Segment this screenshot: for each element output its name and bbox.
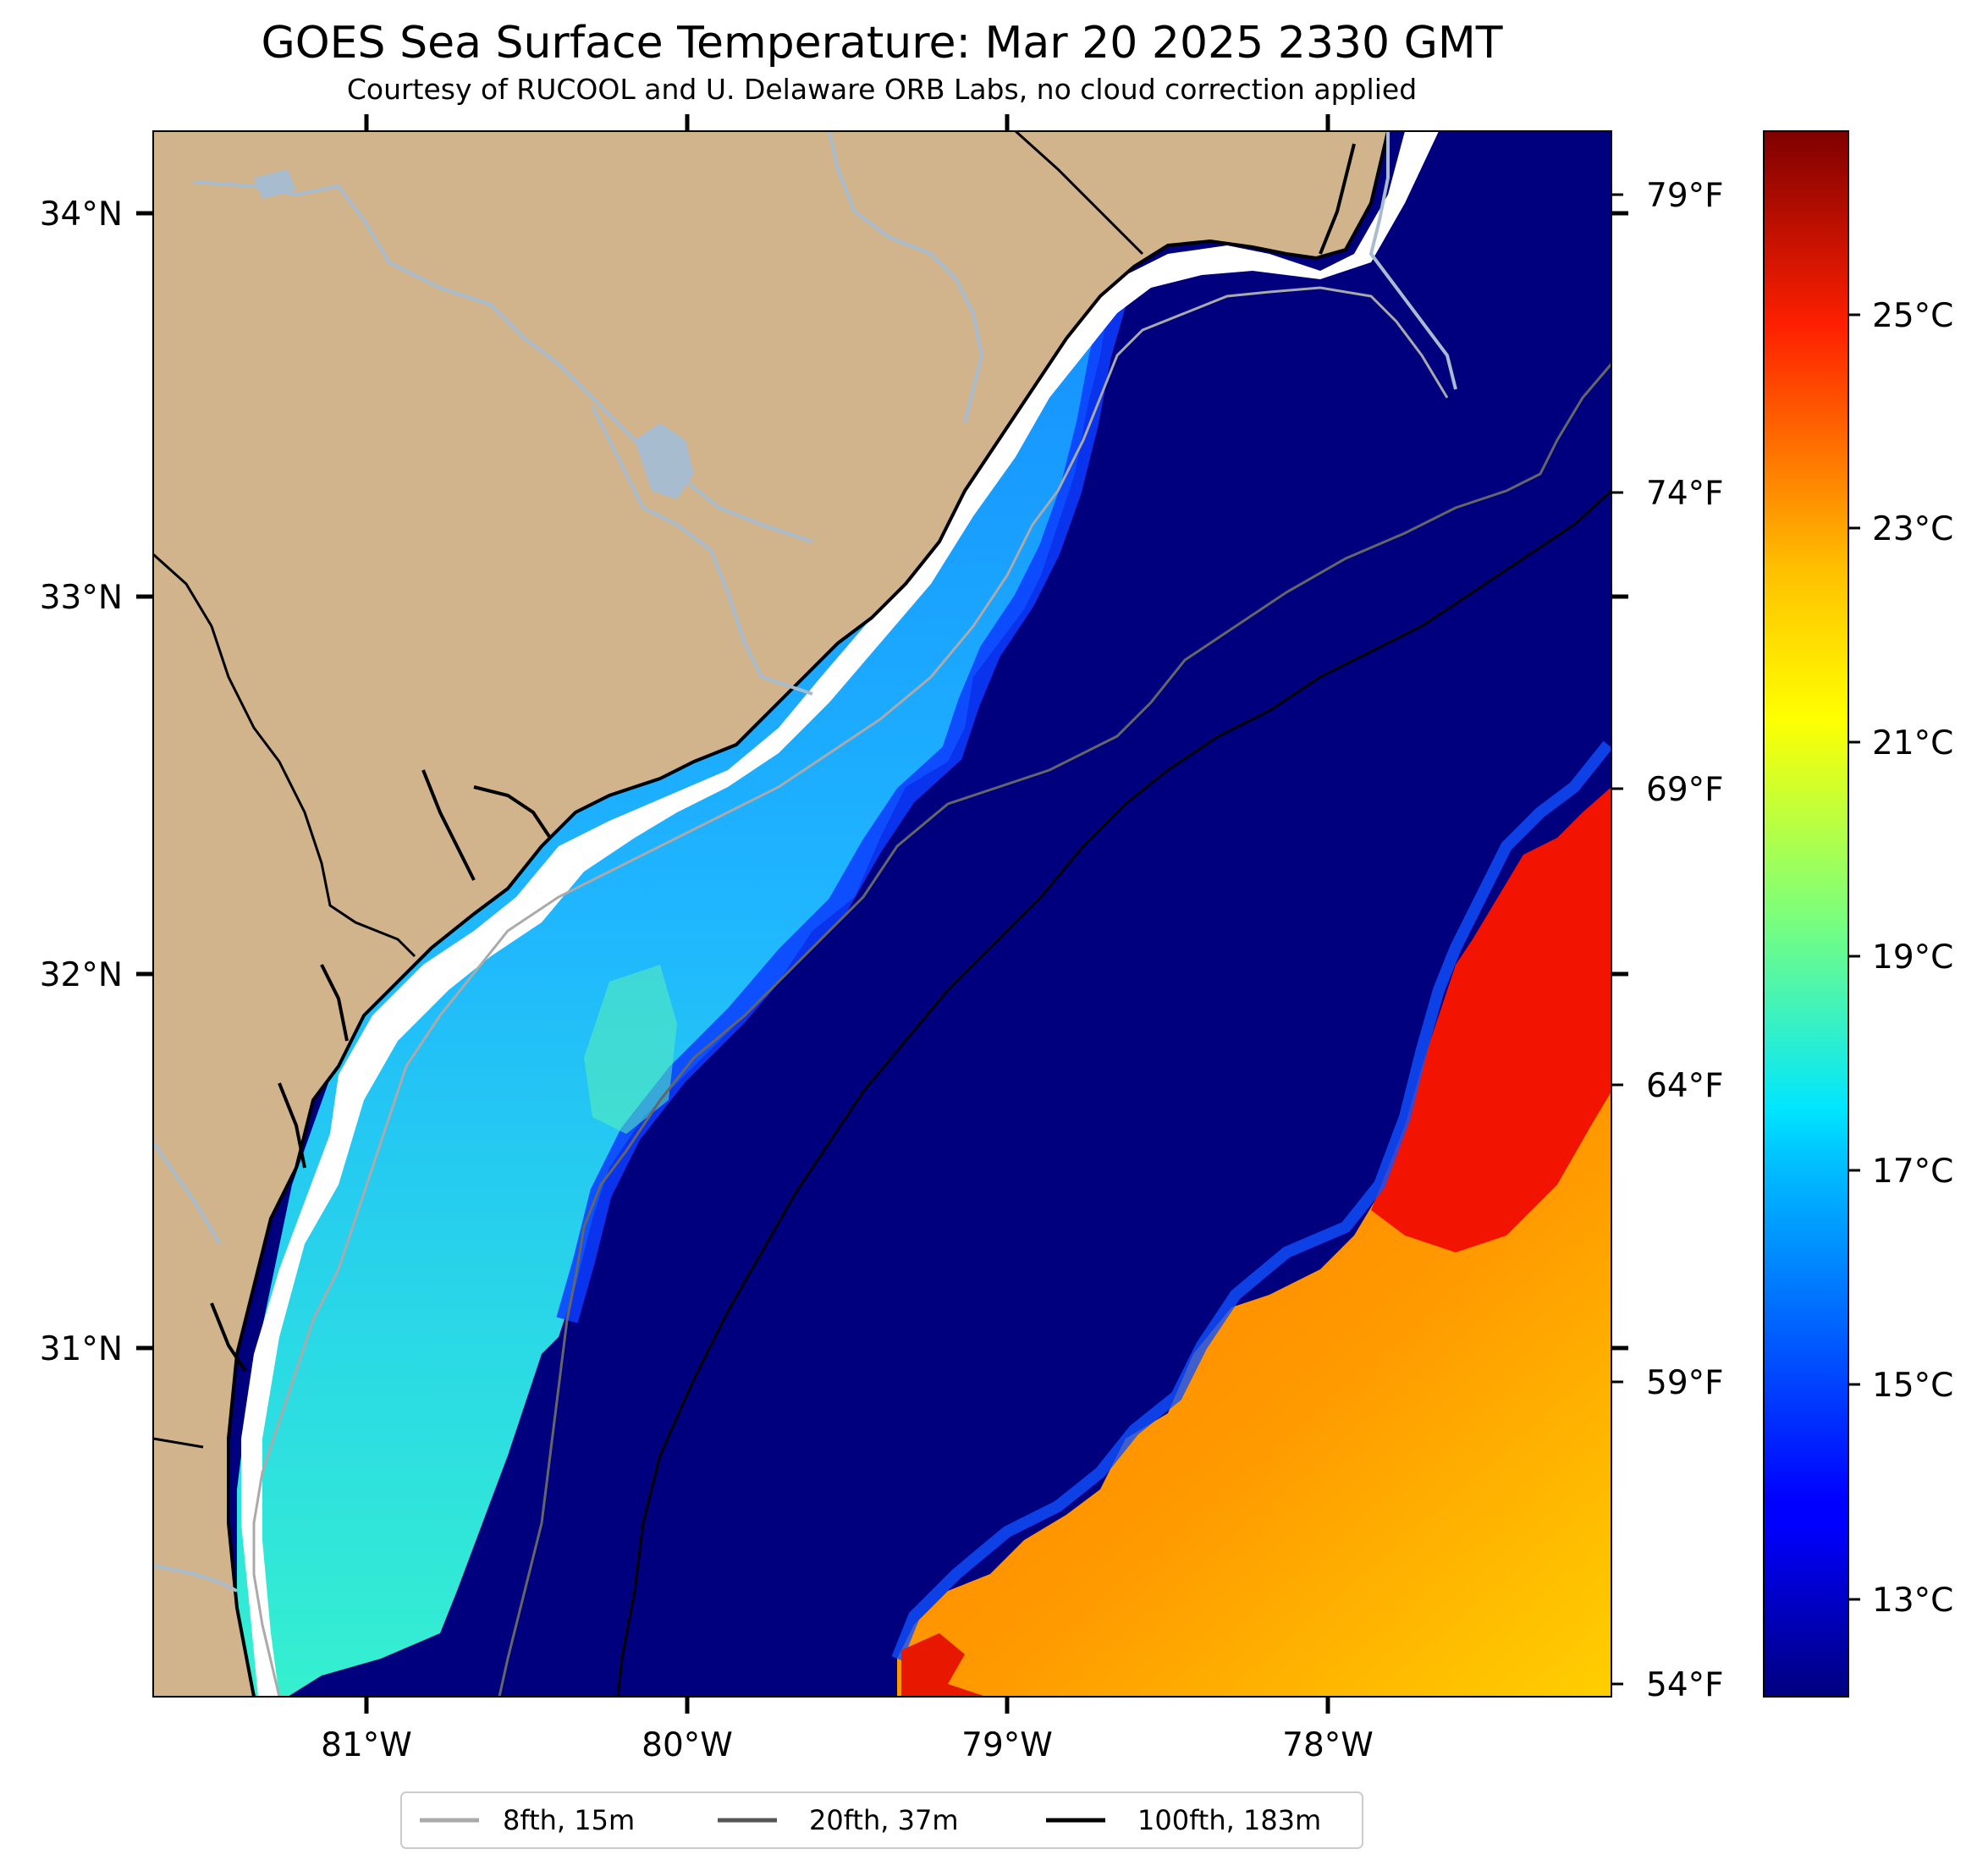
lat-tick-label: 34°N [40,195,123,234]
latitude-ticks [136,211,1628,1351]
colorbar-tick-label: 23°C [1872,510,1953,548]
gulf-stream-edge [891,740,1611,1661]
lat-tick-label: 32°N [40,956,123,994]
gulf-stream-core [1371,787,1611,1252]
coastline [227,131,1390,1697]
reservoir-north [254,169,296,199]
lat-tick-label: 33°N [40,579,123,617]
fahrenheit-tick-label: 79°F [1646,177,1724,215]
map-title: GOES Sea Surface Temperature: Mar 20 202… [261,18,1502,69]
state-boundaries [153,131,1144,1449]
longitude-ticks [364,114,1330,1714]
legend-label-100fth: 100fth, 183m [1137,1804,1321,1836]
colorbar-tick-label: 21°C [1872,724,1953,762]
isobath-100fth [616,489,1611,1697]
lon-tick-label: 78°W [1282,1726,1374,1764]
fahrenheit-tick-label: 64°F [1646,1067,1724,1105]
colorbar-tick-label: 13°C [1872,1582,1953,1620]
lon-tick-label: 79°W [961,1726,1053,1764]
rivers [153,131,1457,1593]
colorbar-tick-label: 15°C [1872,1367,1953,1405]
isobath-20fth [498,363,1611,1697]
fahrenheit-tick-label: 69°F [1646,771,1724,809]
colorbar-tick-label: 25°C [1872,297,1953,335]
shelf-water-area [237,271,1130,1697]
legend-box [400,1791,1363,1849]
lon-tick-label: 81°W [321,1726,412,1764]
isobath-legend: 8fth, 15m 20fth, 37m 100fth, 183m [400,1791,1363,1849]
map-subtitle: Courtesy of RUCOOL and U. Delaware ORB L… [347,73,1417,106]
colorbar [1763,130,1849,1698]
lon-tick-label: 80°W [642,1726,733,1764]
land-area [153,131,1388,1697]
legend-label-20fth: 20fth, 37m [809,1804,958,1836]
colorbar-tick-label: 19°C [1872,938,1953,977]
lat-tick-label: 31°N [40,1330,123,1368]
fahrenheit-tick-label: 59°F [1646,1364,1724,1402]
fahrenheit-tick-label: 74°F [1646,475,1724,513]
colorbar-ticks [1848,313,1860,1601]
legend-label-8fth: 8fth, 15m [503,1804,635,1836]
fahrenheit-axis [1611,193,1623,1686]
shelf-edge-fringe [556,293,1128,1323]
map-panel [153,131,1611,1697]
warm-shelf-patch [584,965,677,1134]
fahrenheit-tick-label: 54°F [1646,1666,1724,1704]
coastline-islands [210,143,1356,1373]
reservoir [635,423,694,499]
isobath-8fth [252,286,1449,1697]
map-frame [152,130,1612,1698]
red-filament-south [901,1633,986,1697]
colorbar-tick-label: 17°C [1872,1153,1953,1191]
